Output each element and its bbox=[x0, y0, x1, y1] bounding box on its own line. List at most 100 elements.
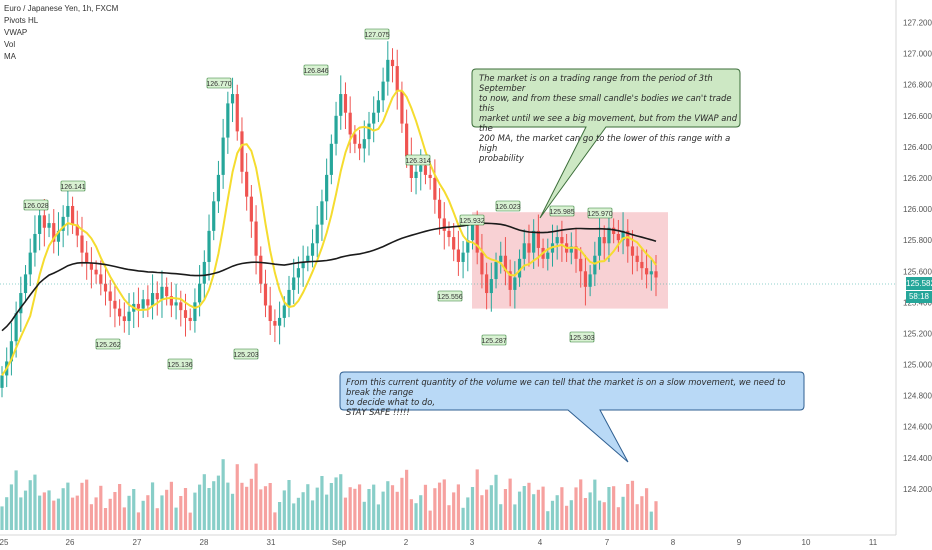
volume-bar bbox=[306, 484, 310, 530]
volume-bar bbox=[155, 508, 159, 530]
candle-body bbox=[381, 81, 385, 101]
candle-body bbox=[353, 134, 357, 144]
y-tick-label: 126.600 bbox=[903, 112, 932, 121]
volume-bar bbox=[353, 488, 357, 530]
candle-body bbox=[80, 235, 84, 253]
x-tick-label: 26 bbox=[66, 538, 75, 547]
volume-bar bbox=[466, 497, 470, 530]
volume-bar bbox=[132, 489, 136, 530]
pivot-low-label: 125.287 bbox=[481, 338, 506, 345]
candle-body bbox=[461, 252, 465, 262]
candle-body bbox=[127, 311, 131, 322]
candle-body bbox=[23, 274, 28, 294]
pivot-low-label-box bbox=[167, 358, 193, 370]
candle-body bbox=[193, 302, 197, 322]
candle-body bbox=[560, 237, 564, 244]
pivot-high-label-box bbox=[364, 28, 390, 40]
volume-bar bbox=[33, 474, 37, 530]
volume-bar bbox=[292, 503, 296, 530]
candle-body bbox=[155, 293, 159, 300]
pivot-high-label: 126.023 bbox=[495, 204, 520, 211]
candle-body bbox=[588, 274, 592, 287]
candle-body bbox=[513, 277, 517, 290]
volume-bar bbox=[579, 479, 583, 530]
candle-body bbox=[400, 90, 404, 124]
volume-bar bbox=[395, 491, 399, 530]
candle-body bbox=[136, 303, 141, 309]
y-tick-label: 126.000 bbox=[903, 205, 932, 214]
candle-body bbox=[230, 94, 235, 104]
volume-bar bbox=[470, 487, 475, 530]
volume-bar bbox=[315, 487, 319, 530]
candle-body bbox=[433, 178, 437, 200]
candle-body bbox=[122, 316, 126, 322]
volume-bar bbox=[320, 476, 324, 530]
x-tick-label: 11 bbox=[869, 538, 878, 547]
volume-bar bbox=[216, 475, 221, 530]
candle-body bbox=[94, 269, 98, 275]
volume-bar bbox=[597, 500, 602, 530]
volume-bar bbox=[212, 481, 216, 530]
volume-bar bbox=[644, 488, 649, 530]
candle-body bbox=[635, 255, 639, 262]
pivot-low-label-box bbox=[95, 338, 121, 350]
volume-bar bbox=[555, 495, 559, 530]
current-price-tag: 125.582 bbox=[906, 277, 932, 290]
candle-body bbox=[315, 224, 319, 244]
volume-bar bbox=[560, 487, 564, 530]
volume-bar bbox=[437, 482, 442, 530]
volume-bar bbox=[56, 498, 61, 530]
volume-bar bbox=[654, 501, 658, 530]
volume-bar bbox=[188, 512, 192, 530]
volume-bar bbox=[118, 484, 122, 530]
candle-body bbox=[527, 243, 531, 253]
candle-body bbox=[245, 171, 249, 197]
pivot-high-label: 127.075 bbox=[364, 32, 389, 39]
volume-bar bbox=[503, 489, 508, 530]
volume-bar bbox=[99, 485, 103, 530]
candle-body bbox=[583, 271, 588, 287]
candle-body bbox=[423, 165, 428, 175]
candle-body bbox=[569, 246, 573, 253]
volume-bar bbox=[310, 500, 315, 530]
candle-body bbox=[593, 255, 597, 275]
y-tick-label: 127.000 bbox=[903, 50, 932, 59]
volume-bar bbox=[103, 508, 108, 530]
volume-bar bbox=[569, 500, 573, 530]
candle-body bbox=[146, 299, 150, 306]
x-tick-label: 3 bbox=[470, 538, 475, 547]
legend-symbol: Euro / Japanese Yen, 1h, FXCM bbox=[4, 4, 119, 13]
candle-body bbox=[372, 112, 376, 124]
candle-body bbox=[85, 252, 89, 264]
candle-body bbox=[282, 305, 286, 318]
candle-body bbox=[607, 227, 611, 244]
volume-bar bbox=[179, 496, 183, 530]
pivot-low-label: 125.303 bbox=[569, 335, 594, 342]
candle-body bbox=[508, 271, 512, 290]
candle-body bbox=[654, 271, 658, 278]
y-tick-label: 124.600 bbox=[903, 423, 932, 432]
y-tick-label: 127.200 bbox=[903, 19, 932, 28]
candle-body bbox=[188, 317, 192, 322]
pivot-high-label-box bbox=[405, 154, 431, 166]
pivot-high-label: 126.028 bbox=[23, 203, 48, 210]
candle-body bbox=[169, 296, 173, 306]
y-tick-label: 126.800 bbox=[903, 81, 932, 90]
volume-bar bbox=[301, 492, 305, 530]
candle-body bbox=[522, 243, 526, 259]
volume-bar bbox=[357, 484, 362, 530]
volume-bar bbox=[287, 480, 291, 530]
candle-body bbox=[33, 233, 37, 253]
candle-body bbox=[612, 227, 616, 234]
volume-bar bbox=[202, 474, 206, 530]
volume-bar bbox=[456, 484, 460, 530]
volume-bar bbox=[621, 496, 625, 530]
volume-bar bbox=[626, 484, 630, 530]
volume-bar bbox=[367, 489, 371, 530]
pivot-low-label-box bbox=[481, 334, 507, 346]
legend-ma: MA bbox=[4, 52, 16, 61]
pivot-low-label: 125.556 bbox=[437, 294, 462, 301]
candle-body bbox=[38, 215, 42, 234]
candle-body bbox=[503, 255, 508, 272]
